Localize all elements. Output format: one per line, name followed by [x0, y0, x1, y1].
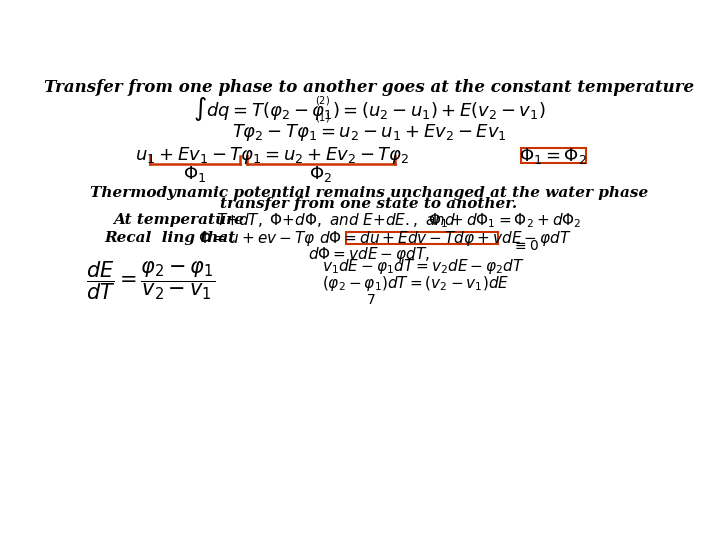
Text: transfer from one state to another.: transfer from one state to another. [220, 197, 518, 211]
Text: $\int dq = T(\varphi_2 - \varphi_1) = (u_2 - u_1) + E(v_2 - v_1)$: $\int dq = T(\varphi_2 - \varphi_1) = (u… [193, 94, 545, 123]
Text: $d\Phi = vdE - \varphi dT,$: $d\Phi = vdE - \varphi dT,$ [308, 245, 430, 264]
Bar [346, 232, 498, 244]
Text: $u_1 + Ev_1 - T\varphi_1 = u_2 + Ev_2 - T\varphi_2$: $u_1 + Ev_1 - T\varphi_1 = u_2 + Ev_2 - … [135, 145, 410, 166]
Text: $T\varphi_2 - T\varphi_1 = u_2 - u_1 + Ev_2 - Ev_1$: $T\varphi_2 - T\varphi_1 = u_2 - u_1 + E… [232, 122, 506, 143]
Text: Recal  ling that: Recal ling that [104, 231, 235, 245]
Text: $T{+}dT,\ \Phi{+}d\Phi,\ \mathit{and}\ E{+}dE.,\ \mathit{and}$: $T{+}dT,\ \Phi{+}d\Phi,\ \mathit{and}\ E… [216, 211, 456, 230]
Text: $\Phi_1 = \Phi_2$: $\Phi_1 = \Phi_2$ [519, 146, 588, 166]
Text: $(2)$: $(2)$ [315, 94, 330, 107]
Text: $\Phi_1$: $\Phi_1$ [183, 164, 206, 184]
Text: $\Phi = u + ev - T\varphi$: $\Phi = u + ev - T\varphi$ [199, 228, 316, 247]
Text: $v_1 dE - \varphi_1 dT = v_2 dE - \varphi_2 dT$: $v_1 dE - \varphi_1 dT = v_2 dE - \varph… [322, 257, 525, 276]
Text: Thermodynamic potential remains unchanged at the water phase: Thermodynamic potential remains unchange… [90, 186, 648, 200]
Text: Transfer from one phase to another goes at the constant temperature: Transfer from one phase to another goes … [44, 79, 694, 97]
Text: $\equiv 0$: $\equiv 0$ [512, 239, 539, 253]
Text: $(1)$: $(1)$ [315, 111, 330, 124]
Text: $\dfrac{dE}{dT} = \dfrac{\varphi_2 - \varphi_1}{v_2 - v_1}$: $\dfrac{dE}{dT} = \dfrac{\varphi_2 - \va… [86, 259, 215, 302]
Bar [521, 148, 586, 164]
Text: At temperature: At temperature [113, 213, 244, 227]
Text: $\Phi_2$: $\Phi_2$ [309, 164, 332, 184]
Text: $\Phi_1 + d\Phi_1 = \Phi_2 + d\Phi_2$: $\Phi_1 + d\Phi_1 = \Phi_2 + d\Phi_2$ [428, 211, 582, 230]
Text: $(\varphi_2 - \varphi_1)dT = (v_2 - v_1)dE$: $(\varphi_2 - \varphi_1)dT = (v_2 - v_1)… [322, 274, 509, 293]
Text: $7$: $7$ [366, 293, 375, 307]
Text: $d\Phi = du + Edv - Td\varphi + vdE - \varphi dT$: $d\Phi = du + Edv - Td\varphi + vdE - \v… [319, 228, 571, 247]
